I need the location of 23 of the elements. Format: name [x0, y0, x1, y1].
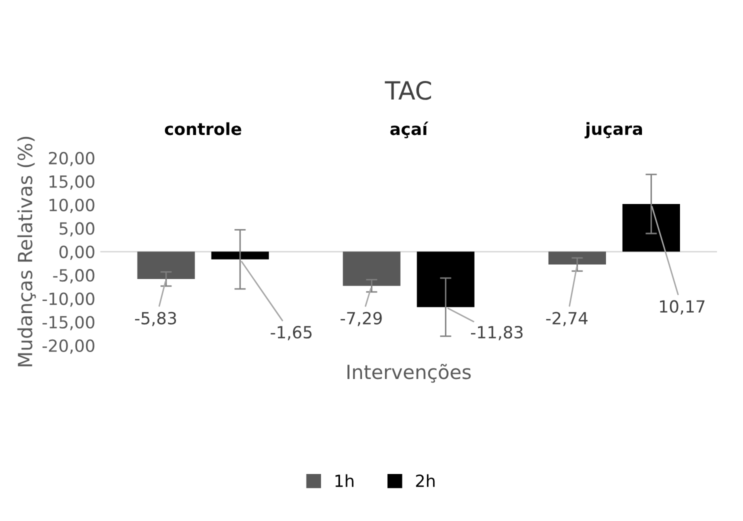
legend-label: 1h	[335, 474, 354, 487]
x-tick-label: açaí	[390, 122, 428, 138]
y-tick-label: 20,00	[48, 152, 94, 166]
data-label: 10,17	[660, 300, 704, 314]
y-tick-label: 0,00	[59, 246, 94, 260]
data-label: -5,83	[135, 312, 176, 326]
x-axis-title: Intervenções	[348, 364, 471, 383]
y-tick-label: 15,00	[50, 175, 94, 190]
data-label: -2,74	[546, 312, 588, 326]
y-tick-label: 10,00	[50, 198, 94, 214]
x-tick-label: juçara	[584, 122, 642, 138]
y-tick-label: -10,00	[42, 292, 94, 307]
y-axis-title: Mudanças Relativas (%)	[17, 136, 36, 366]
y-tick-label: 5,00	[60, 222, 94, 236]
data-label: -11,83	[470, 326, 523, 340]
y-tick-label: -20,00	[42, 339, 94, 354]
data-label: -7,29	[340, 312, 382, 326]
legend-label: 2h	[416, 474, 435, 487]
x-tick-label: controle	[164, 122, 242, 136]
y-tick-label: -5,00	[53, 269, 94, 284]
y-tick-label: -15,00	[42, 316, 94, 330]
chart-title: TAC	[384, 80, 432, 100]
data-label: -1,65	[270, 326, 312, 340]
